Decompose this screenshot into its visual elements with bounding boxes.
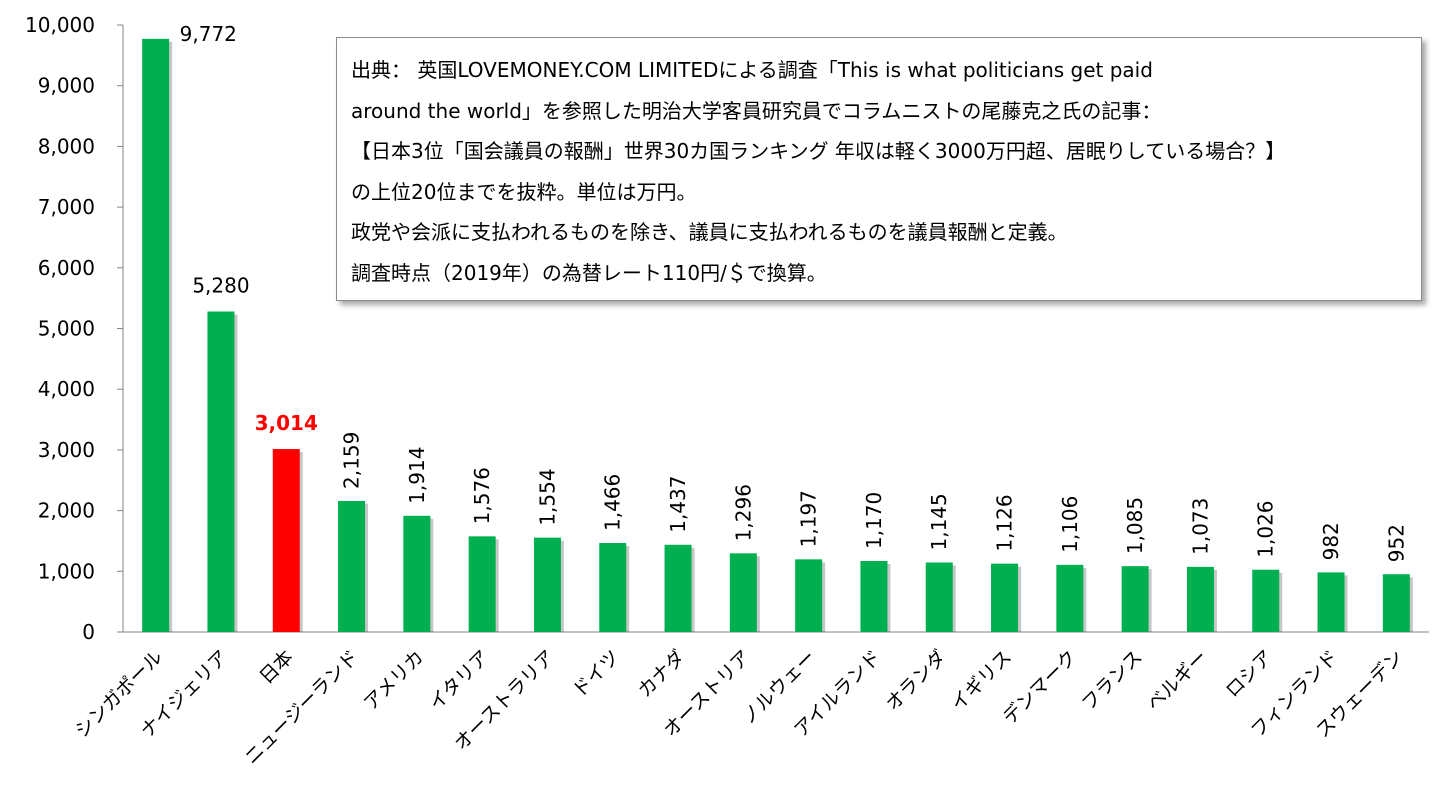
category-label: ベルギー — [1143, 646, 1212, 715]
note-line: 政党や会派に支払われるものを除き、議員に支払われるものを議員報酬と定義。 — [351, 220, 1068, 245]
bar — [1186, 566, 1214, 632]
value-label: 1,170 — [862, 492, 886, 549]
y-tick-label: 10,000 — [25, 13, 95, 37]
y-tick-label: 7,000 — [38, 195, 95, 219]
category-label: フランス — [1078, 646, 1147, 715]
note-line: 出典： 英国LOVEMONEY.COM LIMITEDによる調査「This is… — [351, 58, 1153, 82]
bar — [925, 562, 953, 632]
category-label: イタリア — [425, 646, 494, 715]
note-line: 【日本3位「国会議員の報酬」世界30カ国ランキング 年収は軽く3000万円超、居… — [351, 139, 1286, 164]
bar — [142, 38, 170, 632]
bar — [795, 559, 823, 632]
value-label: 2,159 — [340, 432, 364, 489]
category-label: アメリカ — [360, 646, 429, 715]
y-tick-label: 2,000 — [38, 499, 95, 523]
y-tick-label: 0 — [82, 620, 95, 644]
value-label: 5,280 — [192, 274, 249, 298]
value-label: 1,126 — [993, 494, 1017, 551]
y-tick-label: 9,000 — [38, 74, 95, 98]
value-label: 1,576 — [470, 467, 494, 524]
y-tick-label: 1,000 — [38, 559, 95, 583]
bar — [468, 536, 496, 632]
source-note-box: 出典： 英国LOVEMONEY.COM LIMITEDによる調査「This is… — [336, 37, 1422, 301]
bar — [664, 544, 692, 632]
category-label: カナダ — [634, 646, 690, 702]
value-label: 1,145 — [927, 493, 951, 550]
bar — [729, 553, 757, 632]
value-label: 1,197 — [797, 490, 821, 547]
bar — [207, 311, 235, 632]
y-tick-label: 6,000 — [38, 256, 95, 280]
value-label: 1,437 — [666, 476, 690, 533]
bar — [1382, 574, 1410, 632]
bar — [599, 543, 627, 632]
bar — [1121, 566, 1149, 632]
value-label: 1,466 — [601, 474, 625, 531]
value-label: 3,014 — [255, 411, 318, 435]
bar — [1252, 569, 1280, 632]
bar — [338, 500, 366, 632]
y-tick-label: 3,000 — [38, 438, 95, 462]
value-label: 1,106 — [1058, 496, 1082, 553]
value-label: 1,026 — [1254, 500, 1278, 557]
note-line: around the world」を参照した明治大学客員研究員でコラムニストの尾… — [351, 98, 1162, 123]
bar — [1317, 572, 1345, 632]
category-label: ニュージーランド — [240, 646, 363, 769]
bar — [1056, 564, 1084, 632]
value-label: 1,296 — [731, 484, 755, 541]
value-label: 1,554 — [535, 468, 559, 525]
value-label: 952 — [1384, 524, 1408, 562]
y-tick-label: 4,000 — [38, 377, 95, 401]
y-tick-label: 5,000 — [38, 317, 95, 341]
category-label: ドイツ — [568, 646, 624, 702]
category-label: オランダ — [881, 646, 950, 715]
category-label: 日本 — [255, 646, 297, 688]
note-line: の上位20位までを抜粋。単位は万円。 — [351, 179, 697, 204]
bar — [403, 515, 431, 632]
value-label: 1,914 — [405, 447, 429, 504]
value-label: 9,772 — [180, 22, 237, 46]
value-label: 982 — [1319, 522, 1343, 560]
note-line: 調査時点（2019年）の為替レート110円/＄で換算。 — [351, 260, 827, 285]
y-tick-label: 8,000 — [38, 134, 95, 158]
bar — [533, 537, 561, 632]
category-label: ロシア — [1221, 646, 1277, 702]
value-label: 1,073 — [1188, 498, 1212, 555]
value-label: 1,085 — [1123, 497, 1147, 554]
bar — [991, 563, 1019, 632]
bar — [272, 449, 300, 632]
bar — [860, 560, 888, 632]
